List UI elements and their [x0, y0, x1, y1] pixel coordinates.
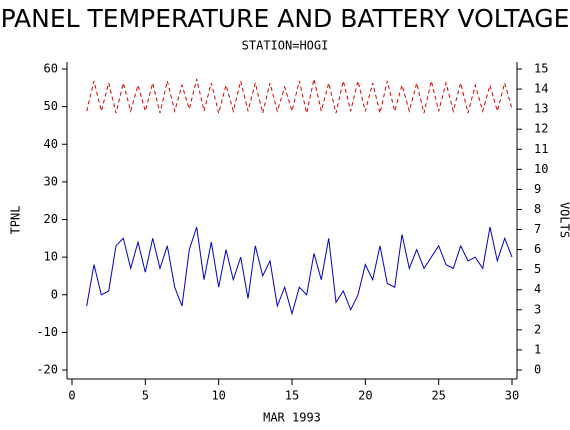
y-axis-label: TPNL [9, 206, 23, 235]
y2-tick-label: 2 [534, 322, 541, 336]
y-tick-label: 10 [44, 250, 58, 264]
y2-tick-label: 14 [534, 82, 548, 96]
y2-tick-label: 0 [534, 363, 541, 377]
y2-tick-label: 11 [534, 142, 548, 156]
y-tick-label: 50 [44, 99, 58, 113]
y2-tick-label: 6 [534, 242, 541, 256]
x-tick-label: 10 [211, 389, 225, 403]
y2-tick-label: 3 [534, 302, 541, 316]
series-line [86, 226, 513, 316]
x-axis-label: MAR 1993 [263, 411, 321, 425]
y-tick-label: -10 [36, 325, 58, 339]
y2-tick-label: 15 [534, 62, 548, 76]
x-tick-label: 15 [285, 389, 299, 403]
y-tick-label: 60 [44, 62, 58, 76]
y2-tick-label: 13 [534, 102, 548, 116]
y2-tick-label: 10 [534, 162, 548, 176]
y-tick-label: 0 [51, 287, 58, 301]
x-tick-label: 30 [505, 389, 519, 403]
y2-tick-label: 12 [534, 122, 548, 136]
y2-axis-label: VOLTS [558, 202, 570, 238]
chart-title: PANEL TEMPERATURE AND BATTERY VOLTAGE [1, 4, 570, 33]
y2-tick-label: 7 [534, 222, 541, 236]
chart-subtitle: STATION=HOGI [242, 39, 329, 53]
y-tick-label: 30 [44, 174, 58, 188]
y2-tick-label: 1 [534, 342, 541, 356]
y-tick-label: 20 [44, 212, 58, 226]
y-tick-label: -20 [36, 363, 58, 377]
y2-tick-label: 8 [534, 202, 541, 216]
x-tick-label: 0 [68, 389, 75, 403]
series-line [86, 78, 513, 114]
x-tick-label: 5 [142, 389, 149, 403]
y2-tick-label: 9 [534, 182, 541, 196]
y-tick-label: 40 [44, 137, 58, 151]
x-tick-label: 25 [431, 389, 445, 403]
y2-tick-label: 5 [534, 262, 541, 276]
y2-tick-label: 4 [534, 282, 541, 296]
x-tick-label: 20 [358, 389, 372, 403]
